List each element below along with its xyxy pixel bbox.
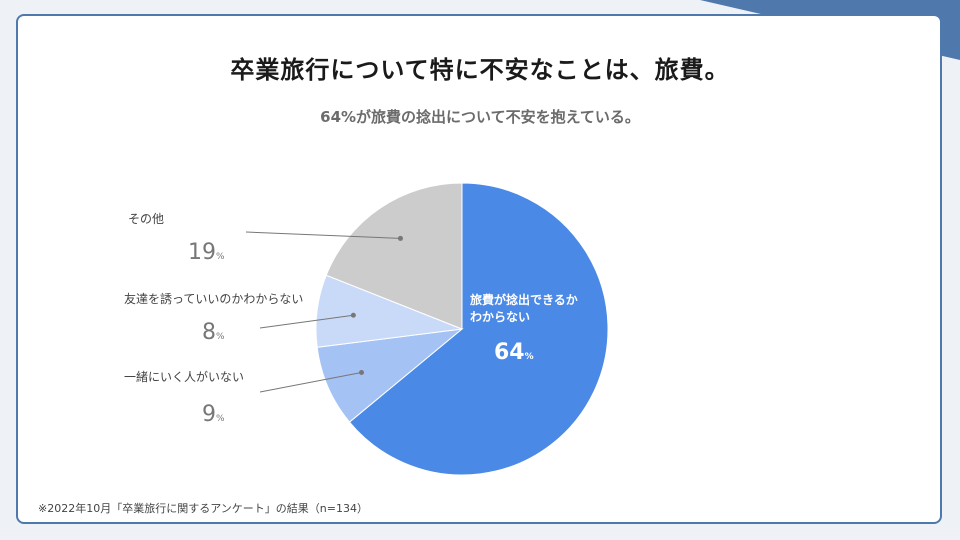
leader-lines <box>245 231 403 393</box>
label-other: その他 <box>128 212 165 226</box>
value-other: 19% <box>188 240 225 265</box>
pie-slice-other <box>325 182 463 330</box>
leader-line-no-companion-dot <box>359 369 365 375</box>
page-title: 卒業旅行について特に不安なことは、旅費。 <box>230 56 730 84</box>
pie-slice-travel-cost <box>348 182 609 476</box>
pie-slices <box>315 182 609 476</box>
label-travel-cost: 旅費が捻出できるか わからない <box>470 292 610 326</box>
leader-line-other-dot <box>397 235 403 241</box>
value-no-companion: 9% <box>202 402 225 427</box>
page-subtitle: 64%が旅費の捻出について不安を抱えている。 <box>320 108 640 126</box>
label-invite-friends: 友達を誘っていいのかわからない <box>124 292 304 306</box>
value-invite-friends: 8% <box>202 320 225 345</box>
leader-line-invite-friends-dot <box>350 312 356 318</box>
label-travel-cost-line1: 旅費が捻出できるか <box>470 293 578 307</box>
leader-line-no-companion <box>259 371 362 393</box>
label-travel-cost-line2: わからない <box>470 310 531 324</box>
leader-line-other <box>245 231 401 239</box>
pie-slice-no-companion <box>316 328 464 423</box>
value-travel-cost: 64% <box>494 340 534 365</box>
label-no-companion: 一緒にいく人がいない <box>124 370 245 384</box>
footnote: ※2022年10月「卒業旅行に関するアンケート」の結果（n=134） <box>38 502 368 515</box>
leader-line-invite-friends <box>259 314 354 329</box>
